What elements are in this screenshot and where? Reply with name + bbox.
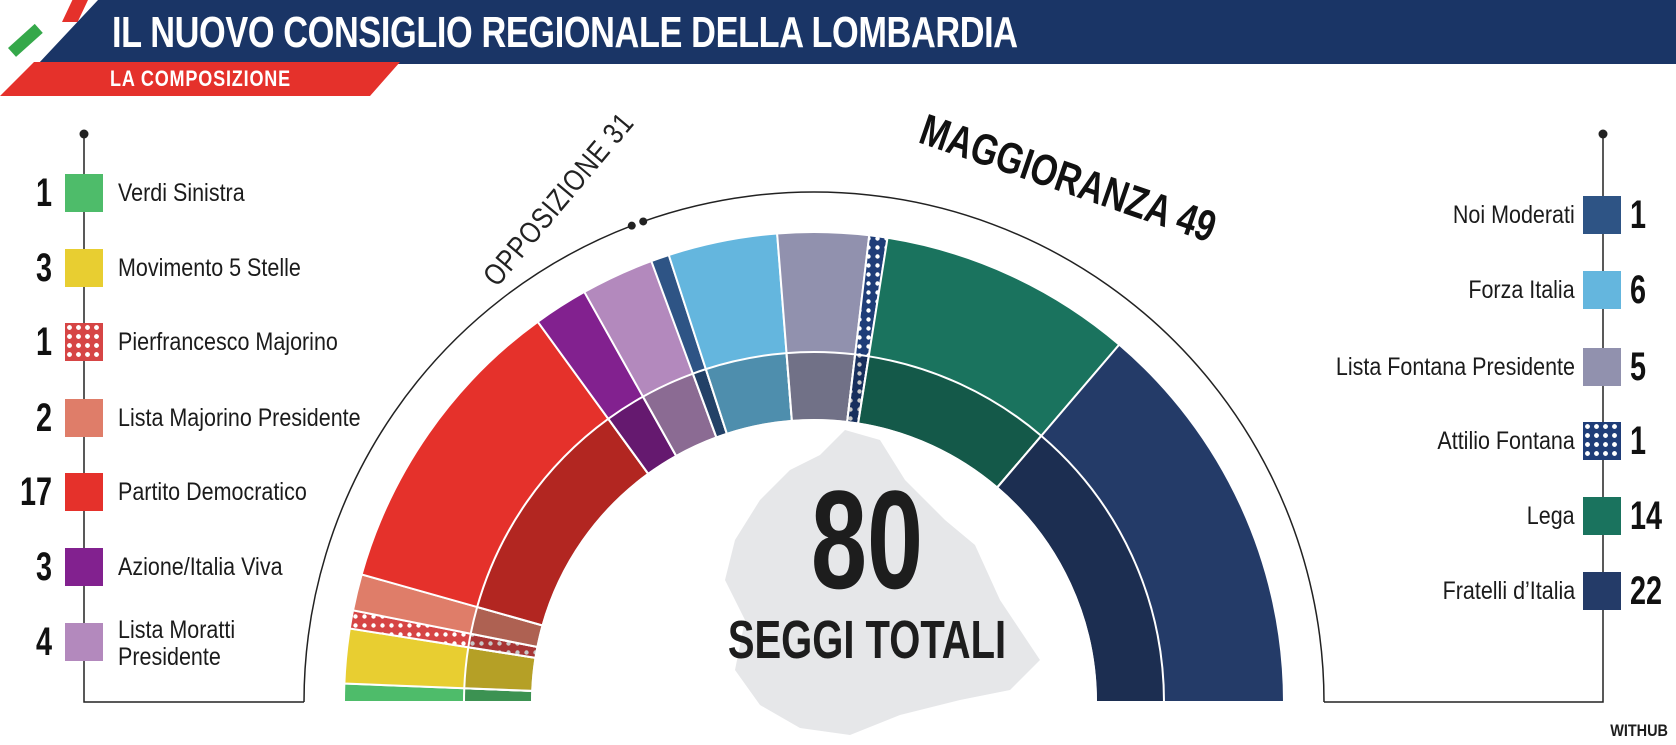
legend-swatch xyxy=(1583,572,1621,610)
legend-seat-count: 4 xyxy=(35,620,52,664)
legend-item: 3 Movimento 5 Stelle xyxy=(0,247,1676,289)
legend-item: 14 Lega xyxy=(0,495,1676,537)
legend-swatch xyxy=(65,174,103,212)
subheader-bar xyxy=(0,62,400,96)
legend-item: 1 Verdi Sinistra xyxy=(0,172,1676,214)
legend-swatch xyxy=(65,548,103,586)
legend-label: Lega xyxy=(1527,502,1575,530)
majority-guide-dot xyxy=(639,217,648,226)
legend-swatch xyxy=(65,473,103,511)
lombardy-map-silhouette xyxy=(725,430,1040,735)
legend-seat-count: 22 xyxy=(1630,569,1663,613)
header-bar xyxy=(38,0,1676,64)
legend-swatch xyxy=(65,399,103,437)
legend-label: Attilio Fontana xyxy=(1437,427,1575,455)
legend-swatch xyxy=(1583,348,1621,386)
legend-label: Lista Moratti Presidente xyxy=(118,616,236,671)
legend-seat-count: 1 xyxy=(1630,419,1647,463)
total-seats-number: 80 xyxy=(810,461,924,618)
legend-label: Verdi Sinistra xyxy=(118,179,245,207)
right-rail-dot xyxy=(1598,129,1608,139)
legend-item: 6 Forza Italia xyxy=(0,269,1676,311)
legend-swatch xyxy=(1583,196,1621,234)
legend-swatch xyxy=(65,249,103,287)
slice-inner-fratelli-d-italia xyxy=(995,434,1166,703)
legend-seat-count: 6 xyxy=(1630,268,1647,312)
legend-item: 22 Fratelli d’Italia xyxy=(0,570,1676,612)
legend-item: 1 Noi Moderati xyxy=(0,194,1676,236)
legend-seat-count: 1 xyxy=(1630,193,1647,237)
legend-label: Lista Majorino Presidente xyxy=(118,404,361,432)
legend-seat-count: 2 xyxy=(35,396,52,440)
right-legend-rail xyxy=(1324,134,1604,703)
legend-label: Noi Moderati xyxy=(1453,201,1575,229)
left-rail-dot xyxy=(79,129,89,139)
legend-item: 2 Lista Majorino Presidente xyxy=(0,397,1676,439)
legend-seat-count: 14 xyxy=(1630,494,1663,538)
page-title: IL NUOVO CONSIGLIO REGIONALE DELLA LOMBA… xyxy=(112,8,1018,57)
legend-item: 1 Attilio Fontana xyxy=(0,420,1676,462)
region-map-shape xyxy=(725,430,1040,735)
legend-swatch xyxy=(1583,422,1621,460)
slices-layer xyxy=(342,231,1286,703)
legend-seat-count: 5 xyxy=(1630,345,1647,389)
legend-seat-count: 1 xyxy=(35,171,52,215)
legend-seat-count: 17 xyxy=(19,470,52,514)
legend-label: Partito Democratico xyxy=(118,478,307,506)
page-subtitle: LA COMPOSIZIONE xyxy=(110,66,292,91)
opposition-guide-dot xyxy=(627,221,636,230)
opposition-guide-arc xyxy=(303,224,633,703)
legend-seat-count: 3 xyxy=(35,545,52,589)
legend-label: Movimento 5 Stelle xyxy=(118,254,301,282)
legend-item: 17 Partito Democratico xyxy=(0,471,1676,513)
credit-label: WITHUB xyxy=(1610,721,1668,740)
legend-label: Lista Fontana Presidente xyxy=(1335,353,1575,381)
majority-guide-arc xyxy=(642,191,1325,703)
legend-seat-count: 3 xyxy=(35,246,52,290)
legend-label: Azione/Italia Viva xyxy=(118,553,283,581)
total-seats-label: SEGGI TOTALI xyxy=(727,610,1007,670)
legend-swatch xyxy=(1583,497,1621,535)
legend-label: Pierfrancesco Majorino xyxy=(118,328,338,356)
legend-label: Fratelli d’Italia xyxy=(1442,577,1575,605)
legend-swatch xyxy=(65,323,103,361)
legend-swatch xyxy=(1583,271,1621,309)
legend-seat-count: 1 xyxy=(35,320,52,364)
legend-label: Forza Italia xyxy=(1468,276,1575,304)
legend-item: 1 Pierfrancesco Majorino xyxy=(0,321,1676,363)
legend-swatch xyxy=(65,623,103,661)
legend-item: 5 Lista Fontana Presidente xyxy=(0,346,1676,388)
legend-item: 3 Azione/Italia Viva xyxy=(0,546,1676,588)
legend-item: 4 Lista Moratti Presidente xyxy=(0,617,1676,671)
